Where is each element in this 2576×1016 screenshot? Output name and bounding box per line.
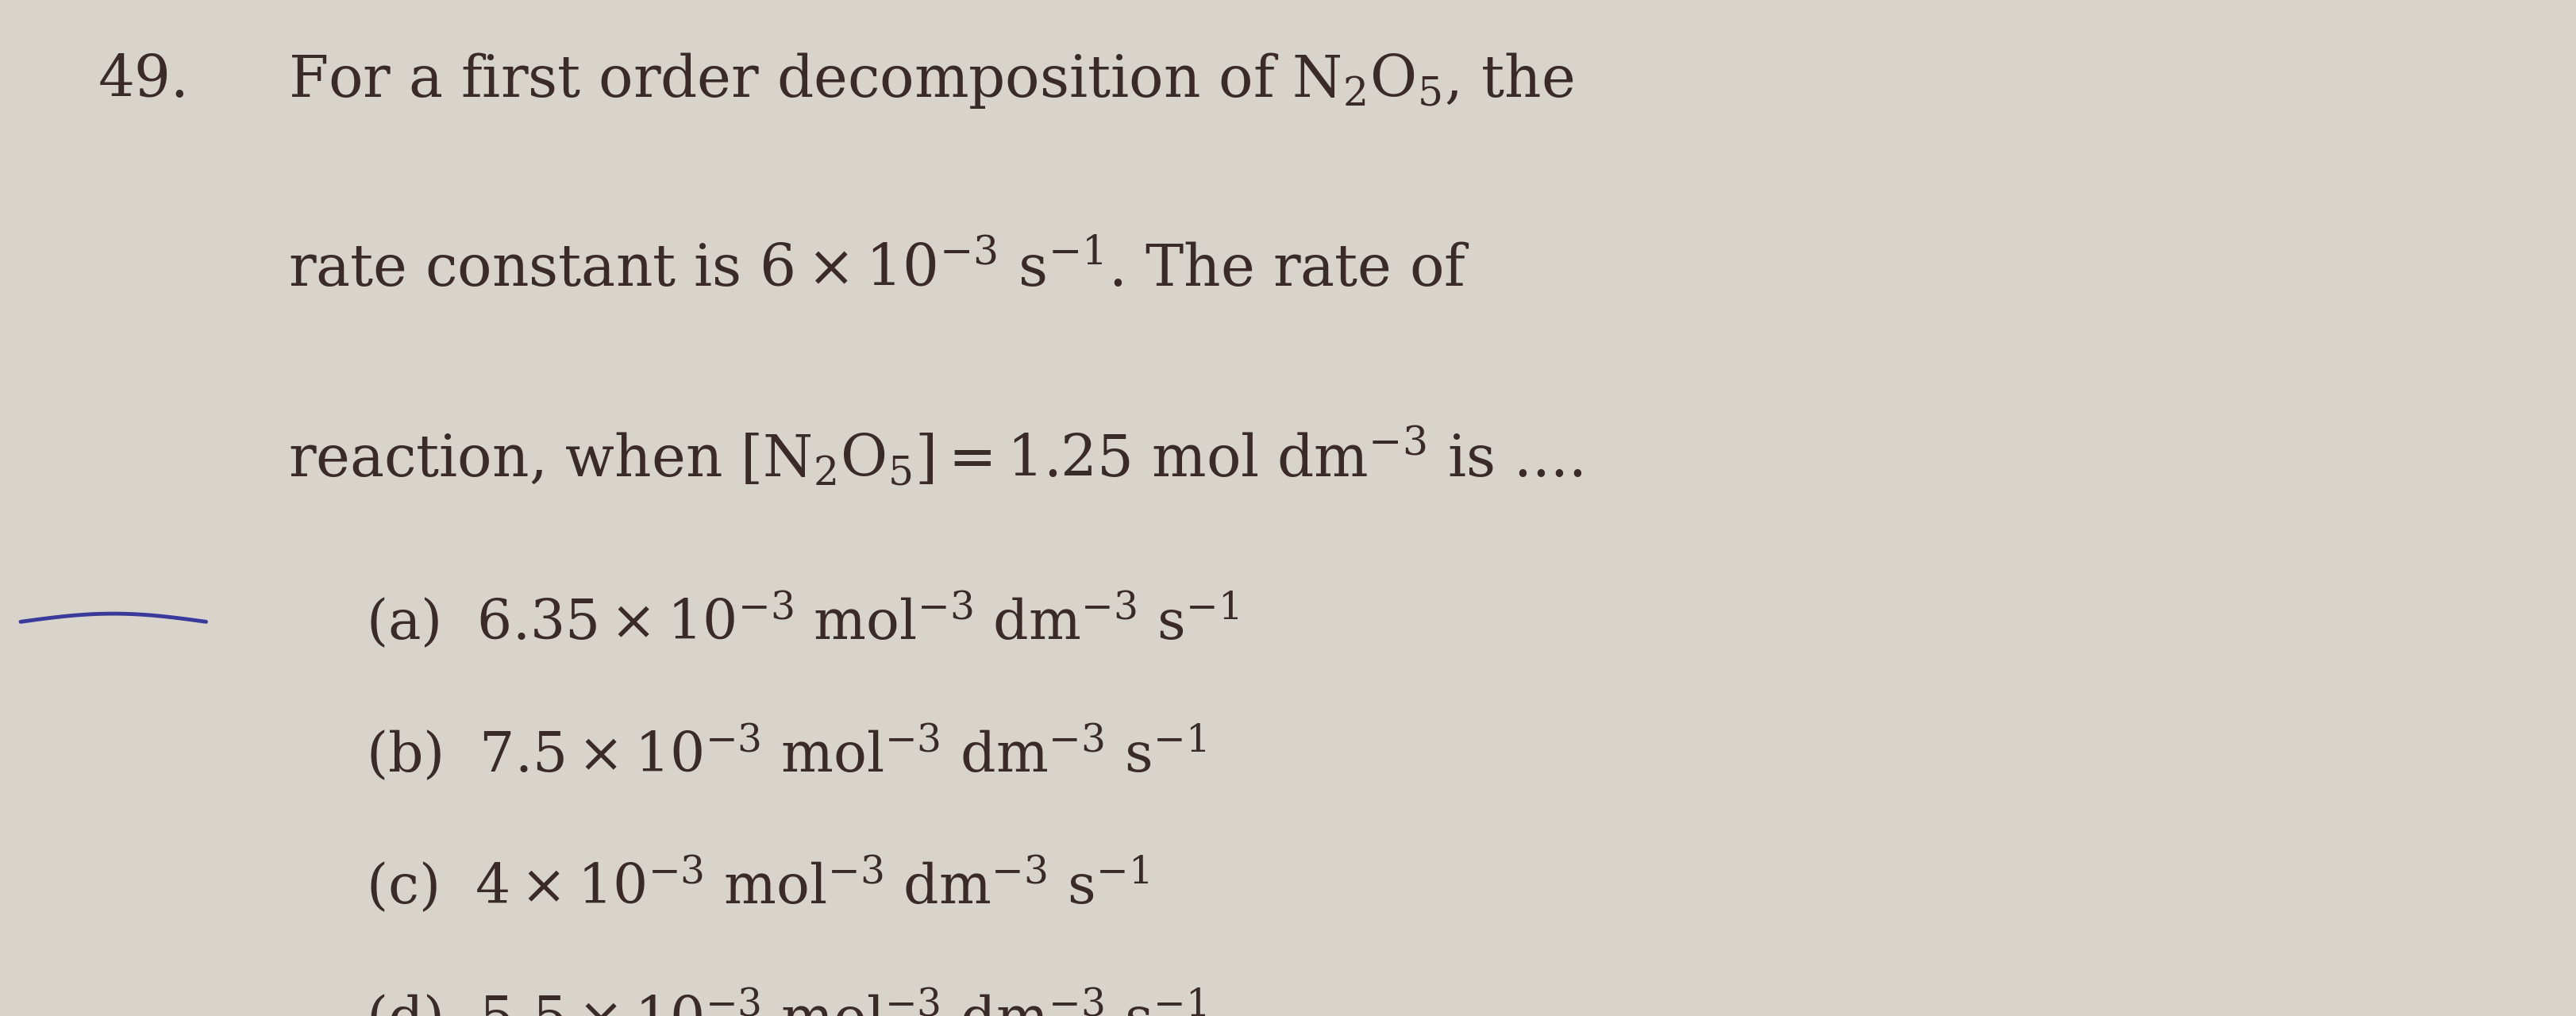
Text: reaction, when $[\mathrm{N_2O_5}] = 1.25\ \mathrm{mol\ dm^{-3}}$ is ....: reaction, when $[\mathrm{N_2O_5}] = 1.25… xyxy=(289,425,1582,489)
Text: (c)  $4 \times 10^{-3}\ \mathrm{mol^{-3}\ dm^{-3}\ s^{-1}}$: (c) $4 \times 10^{-3}\ \mathrm{mol^{-3}\… xyxy=(366,854,1149,915)
Text: (b)  $7.5 \times 10^{-3}\ \mathrm{mol^{-3}\ dm^{-3}\ s^{-1}}$: (b) $7.5 \times 10^{-3}\ \mathrm{mol^{-3… xyxy=(366,722,1206,783)
Text: 49.: 49. xyxy=(98,53,188,109)
Text: (a)  $6.35 \times 10^{-3}\ \mathrm{mol^{-3}\ dm^{-3}\ s^{-1}}$: (a) $6.35 \times 10^{-3}\ \mathrm{mol^{-… xyxy=(366,590,1239,651)
Text: (d)  $5.5 \times 10^{-3}\ \mathrm{mol^{-3}\ dm^{-3}\ s^{-1}}$: (d) $5.5 \times 10^{-3}\ \mathrm{mol^{-3… xyxy=(366,987,1206,1016)
Text: For a first order decomposition of $\mathrm{N_2O_5}$, the: For a first order decomposition of $\mat… xyxy=(289,51,1574,110)
Text: rate constant is $6 \times 10^{-3}\ \mathrm{s^{-1}}$. The rate of: rate constant is $6 \times 10^{-3}\ \mat… xyxy=(289,243,1471,299)
